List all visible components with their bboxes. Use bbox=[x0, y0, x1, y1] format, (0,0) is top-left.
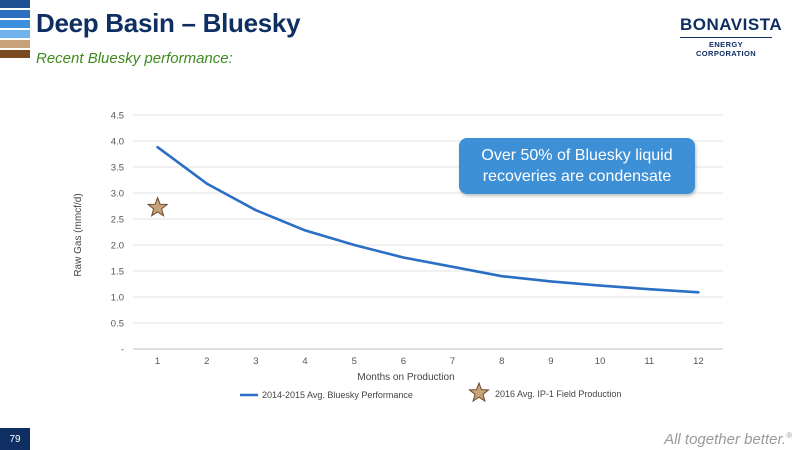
x-tick-label: 4 bbox=[302, 356, 307, 367]
header-stripe bbox=[0, 20, 30, 28]
x-axis-label: Months on Production bbox=[357, 372, 454, 383]
x-tick-label: 5 bbox=[352, 356, 357, 367]
condensate-callout: Over 50% of Bluesky liquid recoveries ar… bbox=[459, 138, 695, 194]
x-tick-label: 8 bbox=[499, 356, 504, 367]
header-stripe bbox=[0, 10, 30, 18]
y-tick-label: 0.5 bbox=[111, 319, 124, 330]
legend-label-ip1-production: 2016 Avg. IP-1 Field Production bbox=[495, 389, 621, 399]
footer-tagline: All together better.® bbox=[664, 431, 792, 448]
y-tick-label: 3.5 bbox=[111, 163, 124, 174]
header-stripe bbox=[0, 30, 30, 38]
header-stripes bbox=[0, 0, 30, 60]
page-number: 79 bbox=[0, 428, 30, 450]
page-subtitle: Recent Bluesky performance: bbox=[36, 50, 233, 67]
x-tick-label: 9 bbox=[548, 356, 553, 367]
y-tick-label: 4.5 bbox=[111, 111, 124, 122]
y-tick-label: 2.5 bbox=[111, 215, 124, 226]
chart-series bbox=[146, 145, 700, 294]
y-axis-label: Raw Gas (mmcf/d) bbox=[73, 193, 84, 276]
page-title: Deep Basin – Bluesky bbox=[36, 8, 301, 38]
registered-mark: ® bbox=[786, 431, 792, 440]
tagline-text: All together better. bbox=[664, 431, 787, 448]
y-tick-label: 4.0 bbox=[111, 137, 124, 148]
x-tick-label: 7 bbox=[450, 356, 455, 367]
y-tick-label: 1.5 bbox=[111, 267, 124, 278]
y-tick-label: 3.0 bbox=[111, 189, 124, 200]
logo-sub-text: ENERGY CORPORATION bbox=[680, 37, 772, 58]
callout-text: Over 50% of Bluesky liquid recoveries ar… bbox=[481, 147, 673, 185]
y-tick-label: 2.0 bbox=[111, 241, 124, 252]
x-tick-label: 12 bbox=[693, 356, 704, 367]
y-tick-label: 1.0 bbox=[111, 293, 124, 304]
x-tick-label: 6 bbox=[401, 356, 406, 367]
y-tick-label: - bbox=[121, 345, 124, 356]
x-tick-label: 11 bbox=[644, 356, 654, 367]
x-tick-label: 10 bbox=[595, 356, 606, 367]
header-stripe bbox=[0, 40, 30, 48]
header-stripe bbox=[0, 50, 30, 58]
logo-main-text: BONAVISTA bbox=[680, 15, 783, 34]
x-tick-label: 2 bbox=[204, 356, 209, 367]
chart-tick-labels: -0.51.01.52.02.53.03.54.04.51 2 3 4 5 6 7 8 9 10 1… bbox=[111, 111, 704, 368]
legend-label-bluesky-performance: 2014-2015 Avg. Bluesky Performance bbox=[262, 390, 413, 400]
chart-legend: 2014-2015 Avg. Bluesky Performance 2016 A… bbox=[240, 381, 621, 403]
series-line-bluesky-performance bbox=[156, 145, 700, 294]
star-marker-ip1 bbox=[146, 196, 169, 217]
company-logo: BONAVISTA ENERGY CORPORATION bbox=[680, 15, 783, 58]
x-tick-label: 3 bbox=[253, 356, 258, 367]
x-tick-label: 1 bbox=[155, 356, 160, 367]
header-stripe bbox=[0, 0, 30, 8]
legend-star-swatch bbox=[468, 381, 490, 403]
